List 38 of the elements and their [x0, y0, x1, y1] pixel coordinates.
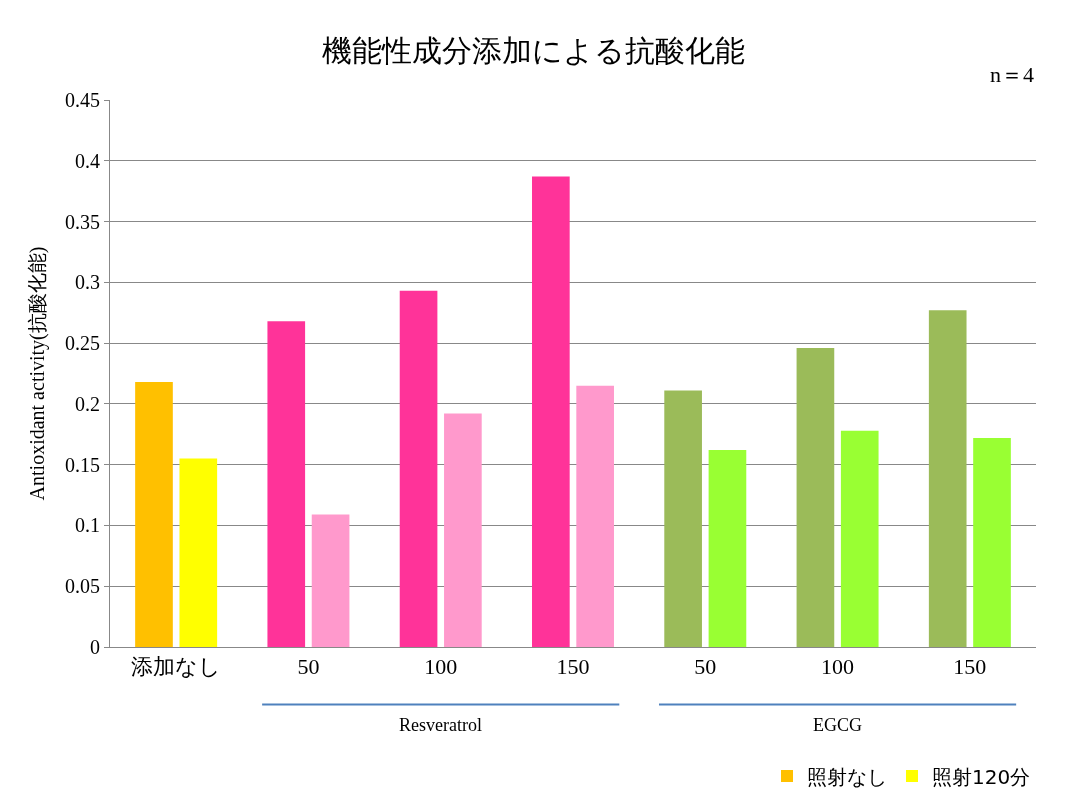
bar	[179, 458, 218, 647]
bar	[532, 176, 570, 647]
text: Resveratrol	[399, 715, 482, 735]
bar	[399, 290, 438, 647]
y-tick-label: 0.05	[65, 575, 100, 598]
x-tick-label: 150	[556, 654, 590, 680]
text: n＝4	[990, 62, 1034, 87]
x-tick-label: 100	[424, 654, 458, 680]
y-tick-label: 0.1	[75, 514, 100, 537]
chart-title: 機能性成分添加による抗酸化能	[321, 33, 745, 69]
bar	[267, 321, 306, 647]
bar	[928, 310, 967, 647]
y-tick-label: 0.3	[75, 271, 100, 294]
bar	[664, 390, 702, 647]
bar	[840, 430, 879, 647]
bar	[708, 450, 747, 647]
bar	[444, 413, 482, 647]
y-tick-label: 0	[90, 636, 100, 658]
legend-label: 照射120分	[932, 764, 1031, 789]
x-tick-label: 添加なし	[131, 654, 222, 680]
x-tick-label: 100	[821, 654, 855, 680]
bar	[796, 347, 835, 647]
y-axis-title: Antioxidant activity(抗酸化能)	[25, 246, 49, 501]
x-tick-label: 50	[297, 654, 320, 680]
y-tick-label: 0.25	[65, 332, 100, 355]
text: EGCG	[813, 715, 862, 735]
y-tick-label: 0.45	[65, 89, 100, 111]
y-tick-label: 0.4	[75, 149, 100, 172]
bar	[311, 514, 350, 647]
legend-label: 照射なし	[807, 764, 887, 789]
bar	[135, 382, 173, 647]
y-tick-label: 0.2	[75, 392, 100, 415]
y-tick-label: 0.15	[65, 453, 100, 476]
y-tick-label: 0.35	[65, 210, 100, 233]
bar	[576, 385, 614, 647]
bar	[973, 437, 1011, 647]
x-tick-label: 150	[953, 654, 987, 680]
x-tick-label: 50	[694, 654, 717, 680]
